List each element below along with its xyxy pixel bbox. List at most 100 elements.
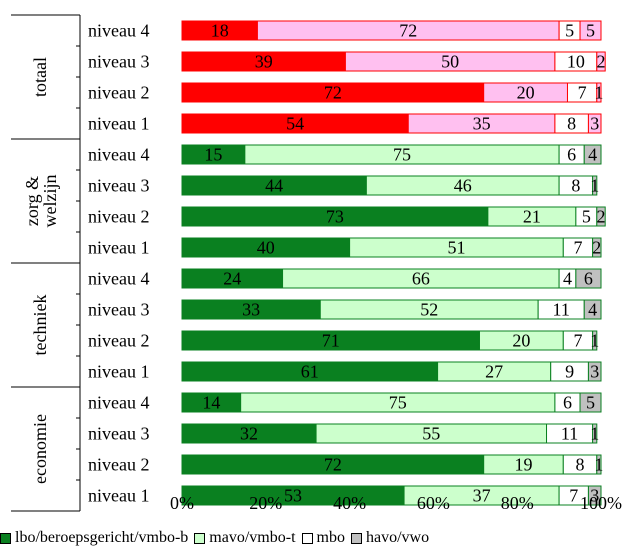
group-label: welzijn: [40, 175, 60, 228]
data-label: 11: [553, 300, 570, 320]
data-label: 33: [242, 300, 260, 320]
data-label: 5: [582, 207, 591, 227]
data-label: 50: [441, 52, 459, 72]
bar-segment: [587, 113, 602, 134]
data-label: 10: [567, 52, 585, 72]
data-label: 72: [399, 21, 417, 41]
data-label: 5: [586, 393, 595, 413]
row-label: niveau 3: [88, 52, 149, 72]
group-label: zorg &: [22, 176, 42, 226]
bar-segment: [592, 423, 598, 444]
data-label: 32: [240, 424, 258, 444]
data-label: 3: [590, 114, 599, 134]
bar-segment: [592, 175, 598, 196]
data-label: 61: [301, 362, 319, 382]
legend-item-lbo: lbo/beroepsgericht/vmbo-b: [0, 529, 188, 547]
legend-item-mavo: mavo/vmbo-t: [194, 529, 296, 547]
bar-segment: [583, 144, 602, 165]
bar-segment: [592, 330, 598, 351]
data-label: 55: [422, 424, 440, 444]
row-label: niveau 2: [88, 207, 149, 227]
row-label: niveau 2: [88, 83, 149, 103]
row-label: niveau 4: [88, 393, 149, 413]
legend-item-havo: havo/vwo: [350, 529, 430, 547]
data-label: 66: [412, 269, 430, 289]
row-label: niveau 2: [88, 455, 149, 475]
legend-label-mbo: mbo: [316, 529, 345, 546]
data-label: 7: [578, 83, 587, 103]
bar-segment: [583, 299, 602, 320]
data-label: 5: [586, 21, 595, 41]
row-label: niveau 3: [88, 300, 149, 320]
data-label: 51: [447, 238, 465, 258]
bar-segment: [596, 51, 606, 72]
data-label: 6: [584, 269, 593, 289]
data-label: 75: [389, 393, 407, 413]
data-label: 19: [514, 455, 532, 475]
bar-segment: [592, 237, 602, 258]
row-label: niveau 3: [88, 424, 149, 444]
data-label: 1: [594, 83, 603, 103]
data-label: 9: [565, 362, 574, 382]
data-label: 8: [576, 455, 585, 475]
legend-swatch-mavo: [194, 532, 206, 544]
bar-segment: [596, 454, 602, 475]
data-label: 4: [588, 145, 597, 165]
data-label: 24: [223, 269, 241, 289]
bar-segment: [579, 20, 602, 41]
data-label: 20: [512, 331, 530, 351]
data-label: 4: [588, 300, 597, 320]
legend-label-lbo: lbo/beroepsgericht/vmbo-b: [15, 529, 189, 546]
bar-segment: [596, 206, 606, 227]
chart-legend: lbo/beroepsgericht/vmbo-b mavo/vmbo-t mb…: [0, 527, 628, 549]
data-label: 40: [257, 238, 275, 258]
data-label: 39: [255, 52, 273, 72]
row-label: niveau 3: [88, 176, 149, 196]
bar-segment: [575, 268, 602, 289]
data-label: 4: [563, 269, 572, 289]
legend-item-mbo: mbo: [301, 529, 345, 547]
legend-label-havo: havo/vwo: [365, 529, 430, 546]
bar-segment: [587, 485, 602, 506]
row-label: niveau 1: [88, 114, 149, 134]
data-label: 21: [523, 207, 541, 227]
x-tick-label: 20%: [249, 493, 282, 513]
data-label: 11: [561, 424, 578, 444]
x-tick-label: 40%: [333, 493, 366, 513]
legend-swatch-mbo: [301, 532, 313, 544]
bar-segment: [587, 361, 602, 382]
x-tick-label: 80%: [501, 493, 534, 513]
data-label: 35: [473, 114, 491, 134]
row-label: niveau 1: [88, 238, 149, 258]
data-label: 3: [590, 362, 599, 382]
bar-segment: [596, 82, 602, 103]
data-label: 52: [420, 300, 438, 320]
group-label: totaal: [30, 57, 50, 97]
bar-segment: [579, 392, 602, 413]
data-label: 72: [324, 83, 342, 103]
data-label: 7: [573, 331, 582, 351]
row-label: niveau 4: [88, 269, 149, 289]
data-label: 71: [322, 331, 340, 351]
data-label: 2: [592, 238, 601, 258]
x-tick-label: 60%: [417, 493, 450, 513]
data-label: 72: [324, 455, 342, 475]
group-label: techniek: [30, 295, 50, 356]
x-tick-label: 0%: [170, 493, 194, 513]
data-label: 3: [590, 486, 599, 506]
data-label: 75: [393, 145, 411, 165]
data-label: 2: [597, 52, 606, 72]
data-label: 6: [563, 393, 572, 413]
legend-label-mavo: mavo/vmbo-t: [209, 529, 296, 546]
data-label: 1: [590, 424, 599, 444]
data-label: 20: [517, 83, 535, 103]
data-label: 15: [204, 145, 222, 165]
data-label: 1: [594, 455, 603, 475]
data-label: 73: [326, 207, 344, 227]
row-label: niveau 1: [88, 362, 149, 382]
data-label: 18: [211, 21, 229, 41]
row-label: niveau 2: [88, 331, 149, 351]
data-label: 2: [597, 207, 606, 227]
data-label: 7: [573, 238, 582, 258]
